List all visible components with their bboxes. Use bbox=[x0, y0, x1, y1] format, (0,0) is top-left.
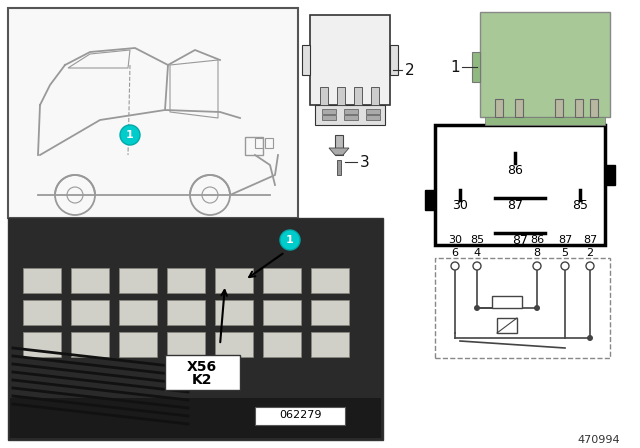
Bar bbox=[71, 300, 109, 325]
Bar bbox=[215, 268, 253, 293]
Circle shape bbox=[280, 230, 300, 250]
Text: 470994: 470994 bbox=[577, 435, 620, 445]
Bar bbox=[515, 99, 523, 117]
Circle shape bbox=[561, 262, 569, 270]
Text: 86: 86 bbox=[530, 235, 544, 245]
Bar bbox=[425, 190, 435, 210]
Bar bbox=[71, 268, 109, 293]
Bar bbox=[215, 332, 253, 357]
Bar bbox=[263, 268, 301, 293]
Bar bbox=[337, 160, 341, 175]
Bar bbox=[167, 268, 205, 293]
Bar bbox=[255, 407, 345, 425]
Bar bbox=[8, 8, 298, 218]
Bar bbox=[337, 87, 345, 105]
Bar bbox=[119, 268, 157, 293]
Bar bbox=[322, 115, 336, 120]
Text: 6: 6 bbox=[451, 248, 458, 258]
Bar bbox=[390, 45, 398, 75]
Bar bbox=[492, 296, 522, 308]
Bar bbox=[320, 87, 328, 105]
Text: 87: 87 bbox=[512, 233, 528, 246]
Bar bbox=[215, 300, 253, 325]
Bar bbox=[310, 15, 390, 105]
Text: 062279: 062279 bbox=[279, 410, 321, 420]
Bar bbox=[435, 258, 610, 358]
Bar bbox=[8, 218, 383, 440]
Bar bbox=[555, 99, 563, 117]
Bar bbox=[167, 300, 205, 325]
Text: 87: 87 bbox=[583, 235, 597, 245]
Text: 85: 85 bbox=[470, 235, 484, 245]
Text: K2: K2 bbox=[192, 373, 212, 387]
Bar bbox=[255, 138, 263, 148]
Bar bbox=[366, 109, 380, 114]
Bar bbox=[575, 99, 583, 117]
Bar bbox=[119, 332, 157, 357]
Text: 85: 85 bbox=[572, 198, 588, 211]
Text: 87: 87 bbox=[558, 235, 572, 245]
Circle shape bbox=[587, 335, 593, 341]
Circle shape bbox=[451, 262, 459, 270]
Bar bbox=[311, 268, 349, 293]
Bar bbox=[311, 332, 349, 357]
Bar bbox=[265, 138, 273, 148]
Bar bbox=[366, 115, 380, 120]
Text: 86: 86 bbox=[507, 164, 523, 177]
Text: 1: 1 bbox=[286, 235, 294, 245]
Circle shape bbox=[120, 125, 140, 145]
Bar bbox=[344, 109, 358, 114]
Bar bbox=[311, 300, 349, 325]
Bar bbox=[495, 99, 503, 117]
Text: 8: 8 bbox=[533, 248, 541, 258]
Bar bbox=[302, 45, 310, 75]
Circle shape bbox=[586, 262, 594, 270]
Text: 5: 5 bbox=[561, 248, 568, 258]
Bar bbox=[263, 300, 301, 325]
Circle shape bbox=[533, 262, 541, 270]
Bar bbox=[435, 125, 605, 245]
Bar bbox=[23, 300, 61, 325]
Text: 2: 2 bbox=[586, 248, 593, 258]
Text: 30: 30 bbox=[448, 235, 462, 245]
Bar bbox=[315, 105, 385, 125]
Bar bbox=[71, 332, 109, 357]
Text: 3: 3 bbox=[360, 155, 370, 169]
Polygon shape bbox=[329, 148, 349, 155]
Bar bbox=[165, 355, 240, 390]
Bar bbox=[480, 12, 610, 117]
Bar bbox=[472, 52, 480, 82]
Text: 87: 87 bbox=[507, 198, 523, 211]
Bar bbox=[245, 137, 263, 155]
Bar bbox=[119, 300, 157, 325]
Text: X56: X56 bbox=[187, 360, 217, 374]
Bar bbox=[485, 117, 605, 125]
Text: 1: 1 bbox=[126, 130, 134, 140]
Bar bbox=[322, 109, 336, 114]
Bar bbox=[10, 398, 381, 438]
Circle shape bbox=[534, 305, 540, 311]
Bar bbox=[354, 87, 362, 105]
Bar bbox=[263, 332, 301, 357]
Text: 2: 2 bbox=[405, 63, 415, 78]
Text: 1: 1 bbox=[451, 60, 460, 74]
Bar bbox=[23, 332, 61, 357]
Bar bbox=[371, 87, 379, 105]
Bar bbox=[167, 332, 205, 357]
Text: 4: 4 bbox=[474, 248, 481, 258]
Bar bbox=[23, 268, 61, 293]
Bar bbox=[590, 99, 598, 117]
Bar bbox=[497, 318, 517, 333]
Bar bbox=[605, 165, 615, 185]
Bar bbox=[335, 135, 343, 155]
Circle shape bbox=[473, 262, 481, 270]
Circle shape bbox=[474, 305, 480, 311]
Bar bbox=[344, 115, 358, 120]
Text: 30: 30 bbox=[452, 198, 468, 211]
